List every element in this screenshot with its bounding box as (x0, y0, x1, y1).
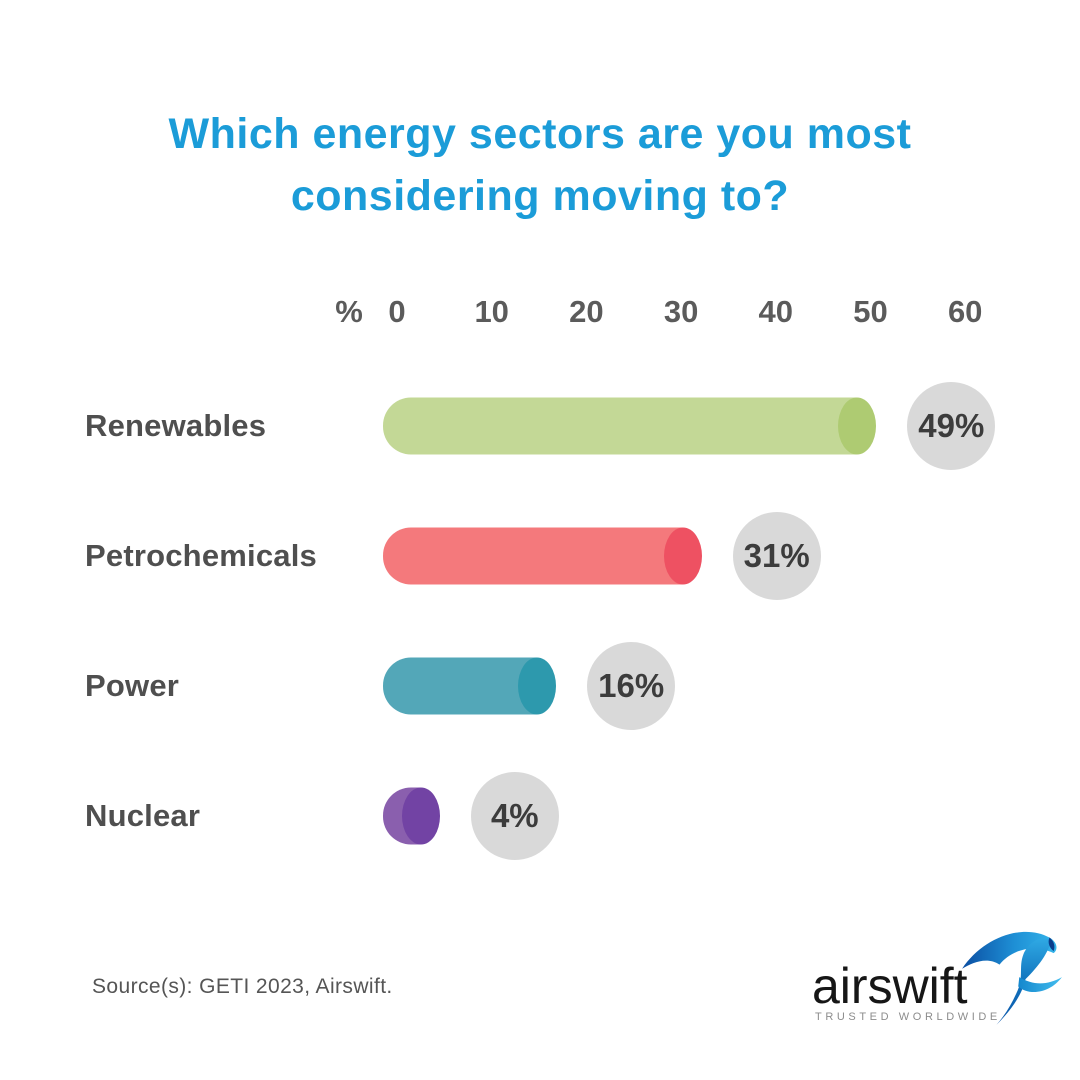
axis-tick-label: 60 (947, 294, 983, 329)
bar-body (383, 527, 683, 585)
bar-nuclear (383, 787, 440, 845)
logo-wordmark: airswift (812, 958, 968, 1014)
axis-tick-label: 40 (758, 294, 794, 329)
airswift-logo: airswift TRUSTED WORLDWIDE (812, 925, 1062, 1035)
bar-end-cap (663, 527, 702, 585)
value-badge: 49% (907, 382, 996, 470)
axis-unit-label: % (335, 294, 363, 329)
value-badge: 31% (732, 512, 821, 600)
bar-body (383, 657, 538, 715)
bar-body (383, 397, 858, 455)
source-note: Source(s): GETI 2023, Airswift. (92, 975, 393, 998)
category-label: Petrochemicals (85, 538, 317, 573)
category-label: Nuclear (85, 798, 201, 833)
category-label: Power (85, 668, 180, 703)
bar-end-cap (838, 397, 877, 455)
logo-tagline: TRUSTED WORLDWIDE (815, 1011, 1001, 1023)
axis-tick-label: 30 (663, 294, 699, 329)
bar-renewables (383, 397, 877, 455)
bar-end-cap (401, 787, 440, 845)
page-title: Which energy sectors are you most consid… (168, 110, 912, 220)
axis-tick-label: 20 (569, 294, 604, 329)
category-label: Renewables (85, 408, 267, 443)
swift-bird-icon (962, 931, 1062, 1025)
bar-petrochemicals (383, 527, 702, 585)
bar-power (383, 657, 557, 715)
bar-end-cap (518, 657, 557, 715)
axis-tick-label: 0 (388, 294, 406, 329)
axis-tick-label: 10 (474, 294, 509, 329)
value-badge: 16% (587, 642, 676, 730)
axis-tick-label: 50 (853, 294, 888, 329)
value-badge: 4% (470, 772, 559, 860)
